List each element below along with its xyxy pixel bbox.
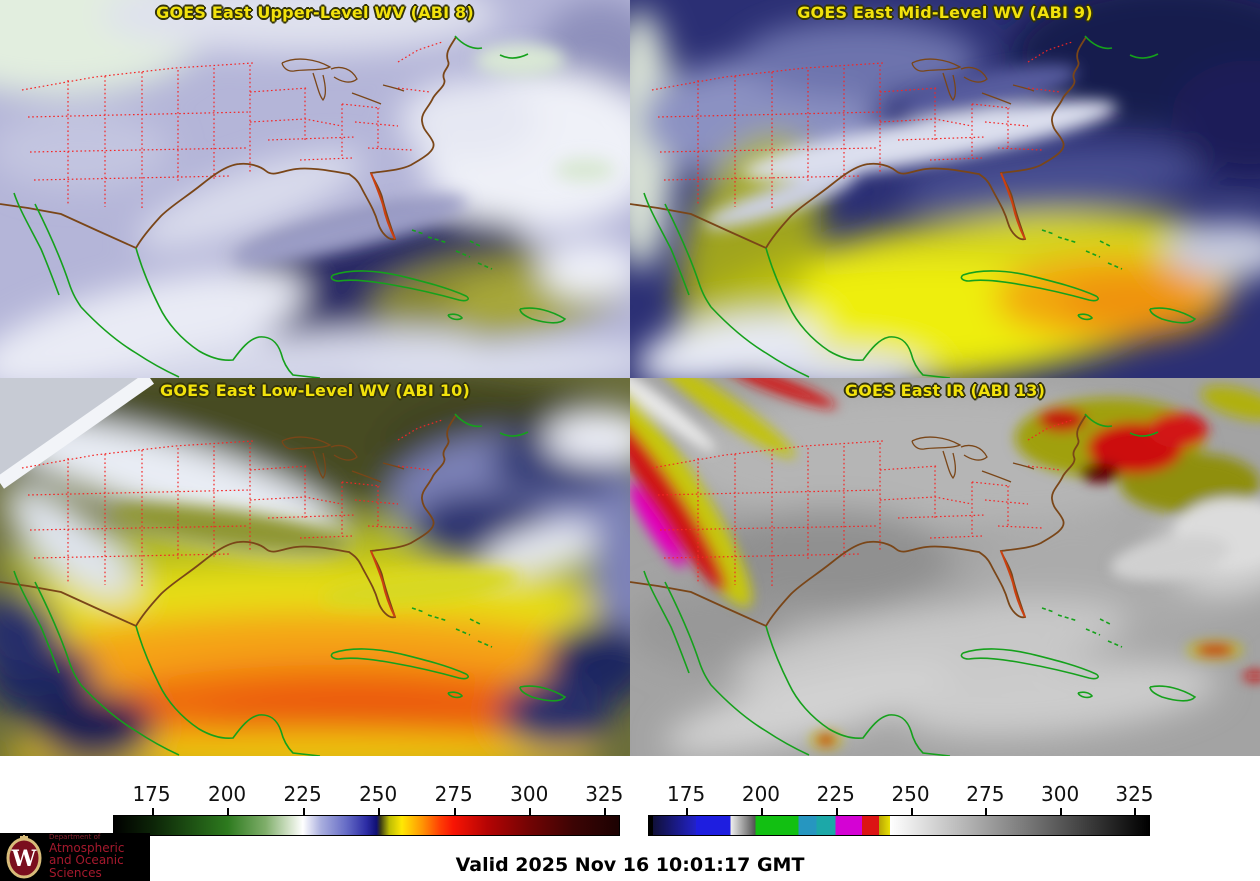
tick-mark xyxy=(302,808,305,815)
ir-scene xyxy=(630,378,1260,756)
ir-tick-label: 325 xyxy=(1115,782,1154,806)
mid-level-wv-scene xyxy=(630,0,1260,378)
footer: 175 200 225 250 275 300 325 175 200 225 … xyxy=(0,756,1260,881)
uw-name-line1: Atmospheric xyxy=(49,840,125,855)
ir-tick-label: 225 xyxy=(816,782,855,806)
panel-title-abi13: GOES East IR (ABI 13) xyxy=(844,381,1046,400)
wv-tick-label: 325 xyxy=(585,782,624,806)
tick-mark xyxy=(1060,808,1063,815)
uw-logo-text: Department of Atmospheric and Oceanic Sc… xyxy=(49,833,150,880)
upper-level-wv-scene xyxy=(0,0,630,378)
ir-tick-label: 175 xyxy=(667,782,706,806)
panel-ir: GOES East IR (ABI 13) xyxy=(630,378,1260,756)
tick-mark xyxy=(151,808,154,815)
tick-mark xyxy=(378,808,381,815)
ir-tick-label: 275 xyxy=(966,782,1005,806)
ir-tick-label: 200 xyxy=(741,782,781,806)
wv-tick-label: 300 xyxy=(510,782,549,806)
valid-timestamp: Valid 2025 Nov 16 10:01:17 GMT xyxy=(455,854,805,876)
tick-mark xyxy=(529,808,532,815)
wv-colorbar-gradient xyxy=(113,815,620,836)
wv-tick-label: 175 xyxy=(132,782,171,806)
ir-tick-label: 300 xyxy=(1041,782,1080,806)
uw-aos-logo: W Department of Atmospheric and Oceanic … xyxy=(0,833,150,881)
wv-tick-label: 250 xyxy=(359,782,398,806)
low-level-wv-scene xyxy=(0,378,630,756)
wv-tick-label: 275 xyxy=(434,782,473,806)
wv-tick-label: 200 xyxy=(207,782,247,806)
tick-mark xyxy=(453,808,456,815)
tick-mark xyxy=(604,808,607,815)
panel-low-level-wv: GOES East Low-Level WV (ABI 10) xyxy=(0,378,630,756)
panel-title-abi10: GOES East Low-Level WV (ABI 10) xyxy=(159,381,470,400)
uw-crest-icon: W xyxy=(6,835,42,879)
ir-colorbar-gradient xyxy=(648,815,1150,836)
tick-mark xyxy=(686,808,689,815)
tick-mark xyxy=(227,808,230,815)
svg-text:W: W xyxy=(11,846,37,872)
panel-title-abi9: GOES East Mid-Level WV (ABI 9) xyxy=(797,3,1093,22)
panel-mid-level-wv: GOES East Mid-Level WV (ABI 9) xyxy=(630,0,1260,378)
uw-dept-line: Department of xyxy=(49,833,101,842)
wv-colorbar: 175 200 225 250 275 300 325 xyxy=(113,756,623,881)
tick-mark xyxy=(1134,808,1137,815)
tick-mark xyxy=(985,808,988,815)
ir-tick-label: 250 xyxy=(891,782,930,806)
panel-title-abi8: GOES East Upper-Level WV (ABI 8) xyxy=(156,3,474,22)
ir-colorbar: 175 200 225 250 275 300 325 xyxy=(648,756,1154,881)
tick-mark xyxy=(760,808,763,815)
uw-name-line2: and Oceanic Sciences xyxy=(49,853,124,880)
panel-upper-level-wv: GOES East Upper-Level WV (ABI 8) xyxy=(0,0,630,378)
wv-tick-label: 225 xyxy=(283,782,322,806)
tick-mark xyxy=(910,808,913,815)
tick-mark xyxy=(835,808,838,815)
